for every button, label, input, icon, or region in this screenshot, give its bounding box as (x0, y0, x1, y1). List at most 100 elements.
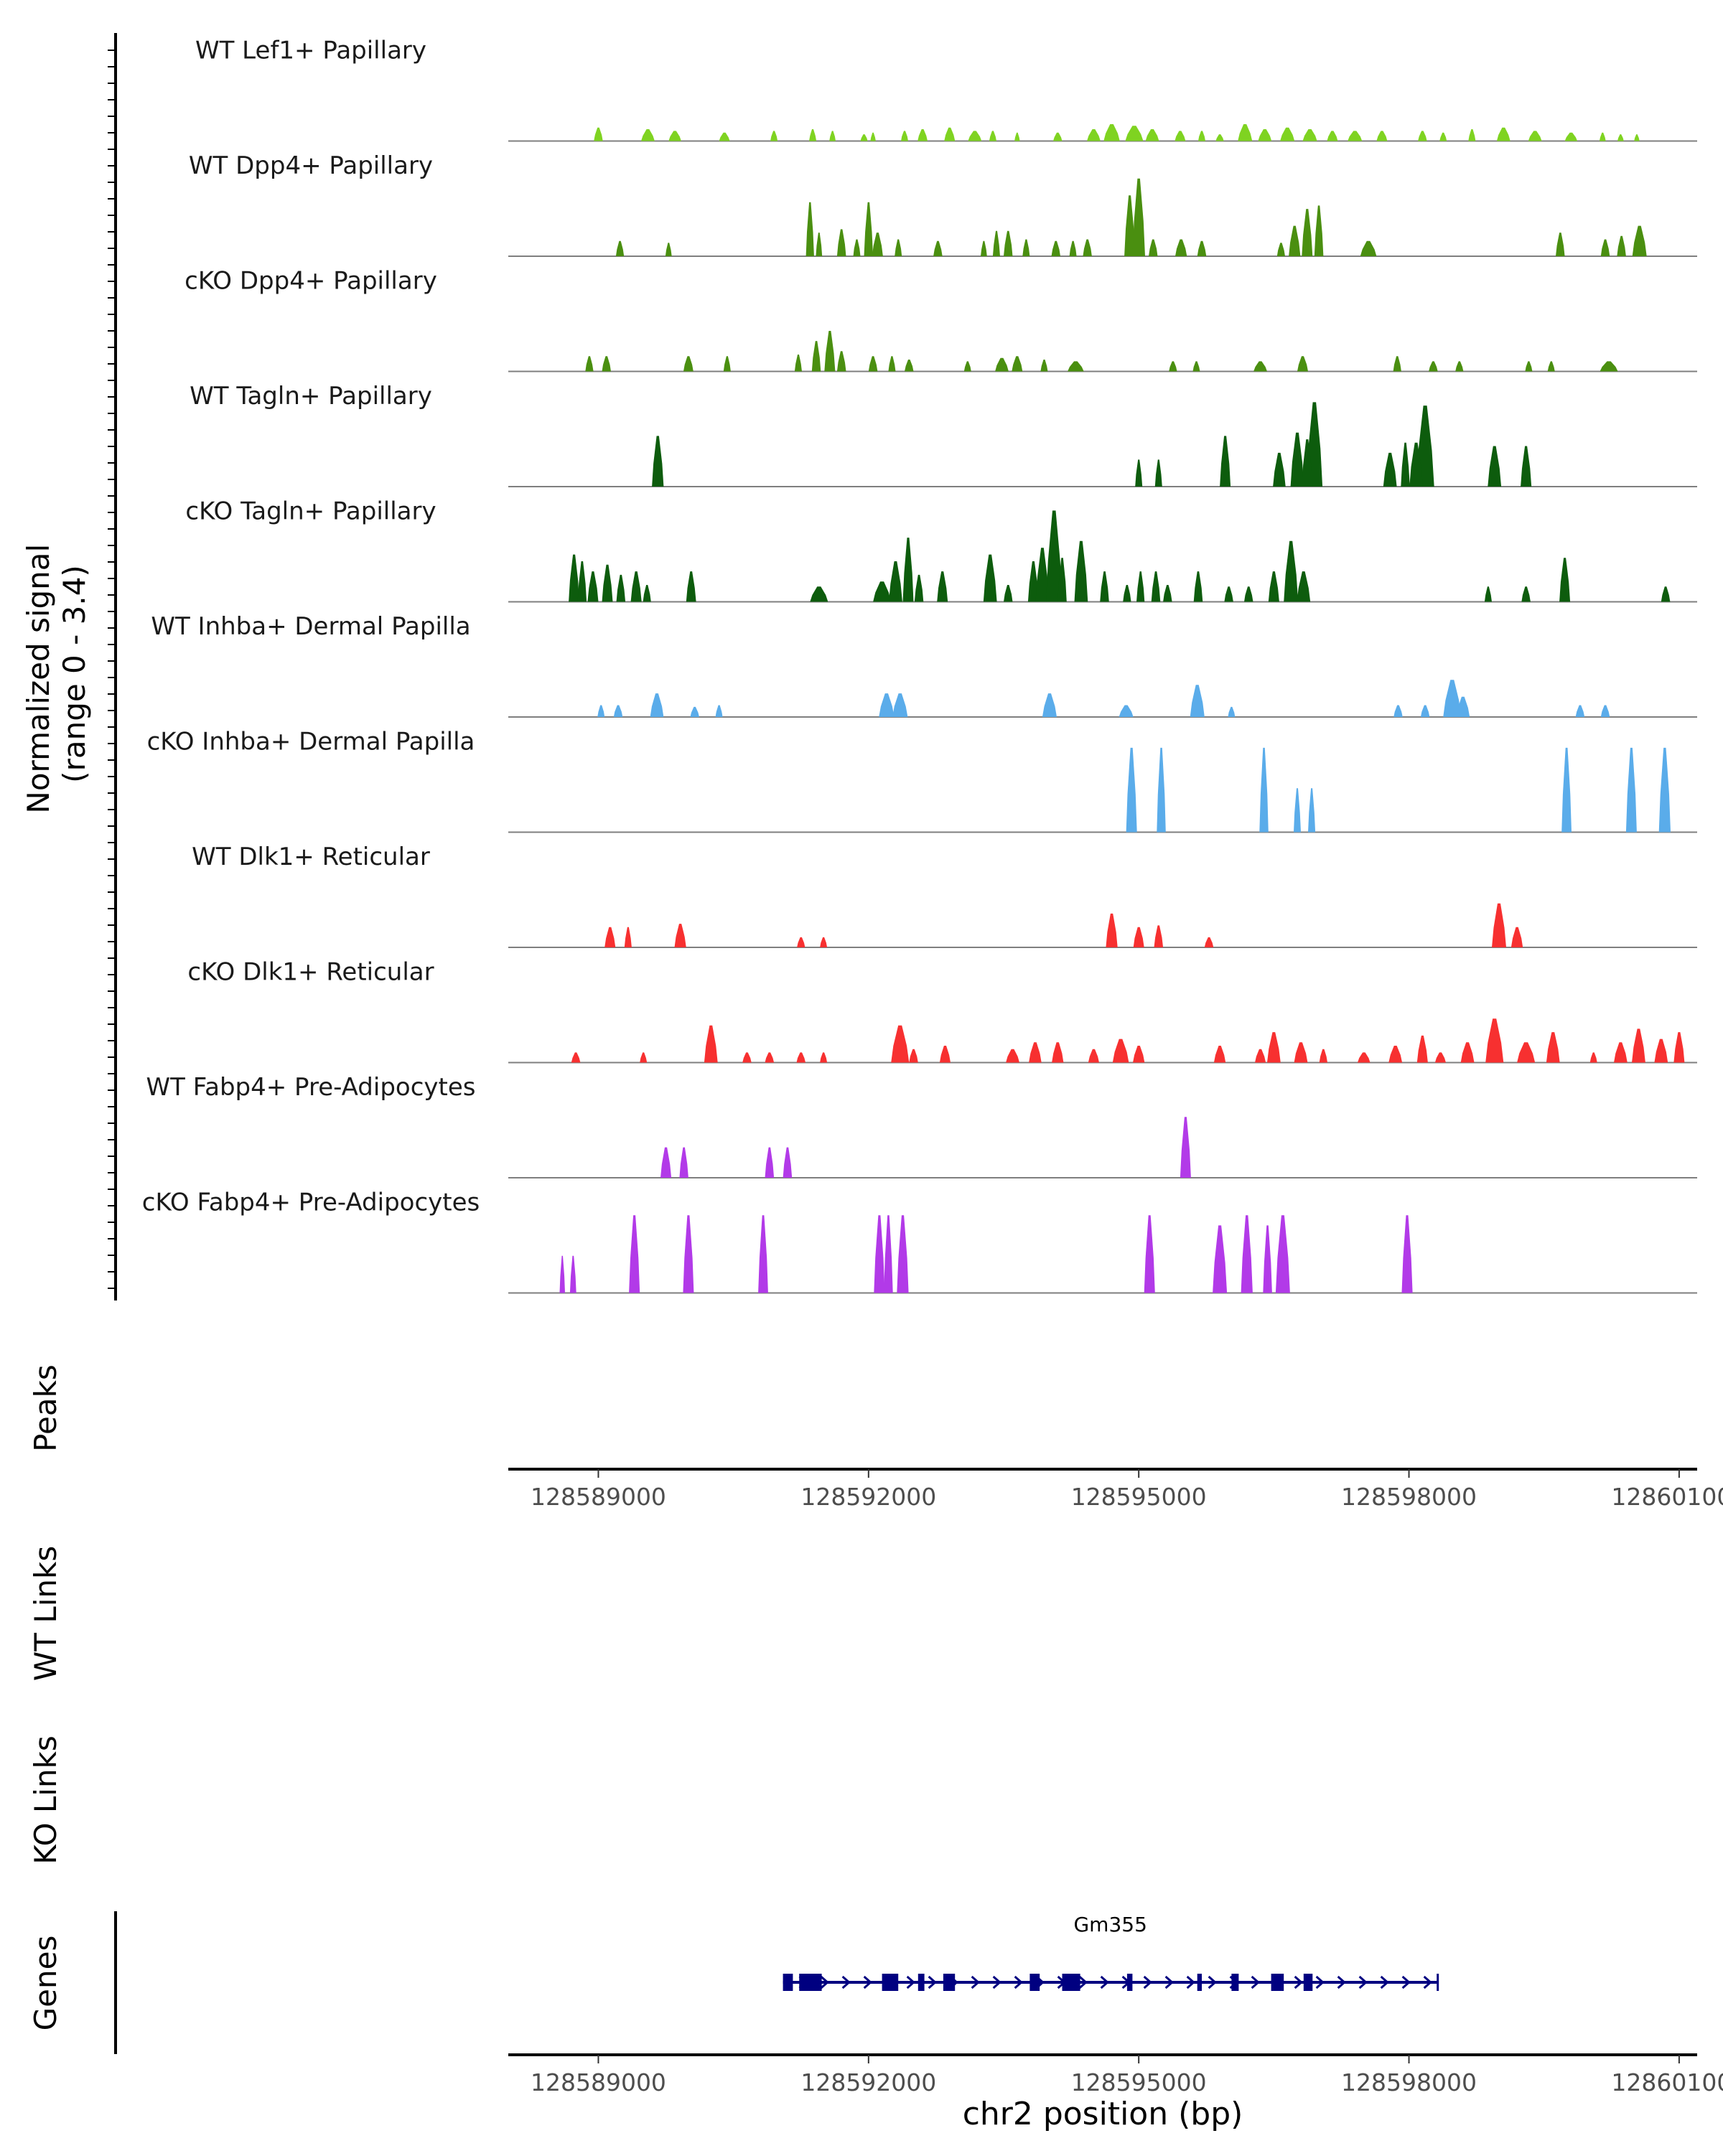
coverage-peak (872, 233, 883, 256)
peaks-x-axis: 128589000 128592000 128595000 128598000 1286… (508, 1468, 1723, 1511)
coverage-peak (559, 1255, 565, 1293)
coverage-peak (1215, 134, 1224, 141)
coverage-peak (1485, 1018, 1504, 1063)
coverage-peak (569, 1255, 576, 1293)
coverage-peak (1302, 209, 1313, 256)
coverage-peak (577, 561, 587, 602)
coverage-peak (1133, 927, 1144, 947)
coverage-peak (1238, 124, 1253, 141)
coverage-peak (641, 129, 655, 141)
coverage-peak (1496, 127, 1510, 141)
track-label: cKO Inhba+ Dermal Papilla (147, 728, 475, 756)
coverage-peak (1654, 1039, 1668, 1063)
gene-exon (1197, 1974, 1202, 1991)
signal-y-axis (108, 33, 117, 1300)
coverage-peak (1213, 1225, 1228, 1293)
coverage-peak (1525, 361, 1533, 372)
coverage-peak (1046, 510, 1063, 602)
coverage-peak (1125, 126, 1144, 141)
coverage-peak (571, 1052, 581, 1063)
coverage-peak (1123, 585, 1131, 602)
coverage-peak (1559, 558, 1571, 602)
gene-exon (1062, 1974, 1080, 1991)
coverage-peak (981, 240, 987, 256)
ko-links-panel-label: KO Links (28, 1735, 63, 1865)
coverage-track: WT Fabp4+ Pre-Adipocytes (146, 1073, 1697, 1178)
coverage-peak (860, 134, 868, 141)
coverage-peak (668, 131, 681, 141)
coverage-peak (1632, 225, 1647, 256)
track-label: cKO Dpp4+ Papillary (185, 267, 437, 296)
coverage-peak (1220, 436, 1231, 487)
coverage-peak (1617, 235, 1626, 256)
coverage-peak (1135, 459, 1143, 487)
coverage-peak (652, 436, 664, 487)
coverage-peak (1393, 356, 1401, 372)
coverage-peak (794, 355, 802, 372)
coverage-peak (891, 1025, 910, 1063)
coverage-peak (1087, 129, 1101, 141)
coverage-peak (1661, 586, 1671, 602)
coverage-peak (1268, 571, 1279, 602)
strand-arrow (1014, 1975, 1023, 1989)
coverage-peak (1068, 361, 1084, 372)
coverage-peak (594, 127, 603, 141)
coverage-peak (1241, 1215, 1253, 1293)
coverage-peak (629, 1215, 640, 1293)
strand-arrow (1380, 1975, 1389, 1989)
coverage-peak (811, 341, 821, 372)
gene-exon (1231, 1974, 1239, 1991)
coverage-peak (1169, 361, 1177, 372)
coverage-peak (1052, 1042, 1064, 1063)
coverage-peak (933, 240, 943, 256)
strand-arrow (1143, 1975, 1152, 1989)
x-tick-label: 128595000 (1071, 2068, 1207, 2096)
coverage-peak (1409, 442, 1423, 487)
coverage-peak (758, 1215, 768, 1293)
strand-arrow (992, 1975, 1001, 1989)
x-tick-label: 128589000 (531, 1483, 666, 1511)
coverage-peak (597, 705, 605, 717)
coverage-peak (1625, 747, 1637, 833)
gene-name-label: Gm355 (1073, 1913, 1147, 1936)
coverage-peak (686, 571, 696, 602)
coverage-peak (674, 924, 686, 947)
strand-arrow (1294, 1975, 1303, 1989)
coverage-peak (1157, 747, 1166, 833)
coverage-peak (1267, 1032, 1281, 1063)
track-label: WT Dlk1+ Reticular (192, 843, 430, 871)
track-label: WT Lef1+ Papillary (195, 37, 426, 65)
coverage-peak (1273, 452, 1286, 487)
coverage-peak (1112, 1039, 1129, 1063)
coverage-peak (1521, 446, 1532, 487)
coverage-peak (1388, 1046, 1403, 1063)
coverage-peak (1119, 705, 1134, 717)
coverage-peak (829, 131, 836, 141)
coverage-peak (897, 1215, 909, 1293)
coverage-peak (1600, 239, 1610, 256)
coverage-peak (1302, 439, 1313, 487)
coverage-peak (868, 356, 878, 372)
coverage-peak (1190, 685, 1205, 717)
track-label: WT Fabp4+ Pre-Adipocytes (146, 1073, 476, 1102)
peaks-panel-label: Peaks (28, 1364, 63, 1452)
genes-panel-label: Genes (28, 1936, 63, 2031)
coverage-peak (650, 693, 664, 717)
coverage-peak (1434, 1052, 1446, 1063)
strand-arrow (1251, 1975, 1260, 1989)
x-tick-label: 128592000 (800, 2068, 936, 2096)
coverage-peak (616, 574, 626, 602)
coverage-peak (1198, 131, 1205, 141)
coverage-peak (1145, 129, 1159, 141)
x-tick-label: 128598000 (1341, 2068, 1477, 2096)
gene-track: Gm355 (783, 1913, 1439, 1991)
coverage-peak (765, 1052, 775, 1063)
coverage-peak (884, 1215, 893, 1293)
coverage-peak (615, 240, 625, 256)
track-label: cKO Tagln+ Papillary (185, 497, 436, 526)
coverage-peak (1455, 361, 1464, 372)
coverage-peak (995, 357, 1009, 372)
coverage-track: cKO Dpp4+ Papillary (185, 267, 1697, 372)
coverage-peak (1069, 240, 1077, 256)
coverage-peak (604, 927, 616, 947)
